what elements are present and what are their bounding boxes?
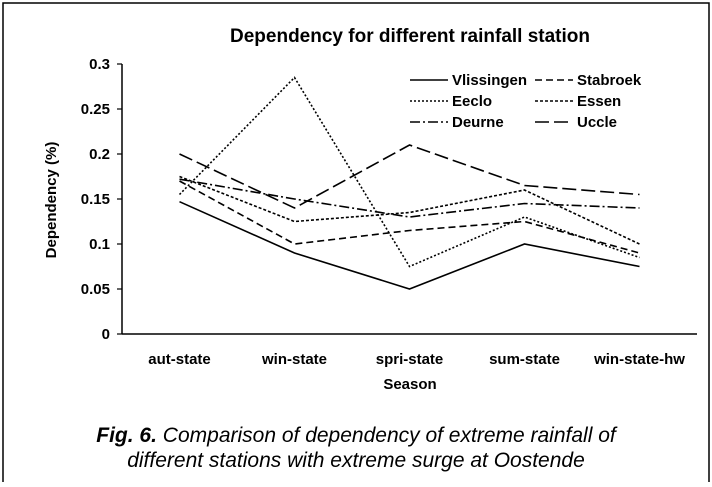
y-tick-label: 0.15: [81, 191, 110, 208]
series-line: [179, 200, 640, 290]
legend-label: Deurne: [452, 114, 504, 131]
y-tick-label: 0.25: [81, 101, 110, 118]
caption: Fig. 6. Comparison of dependency of extr…: [96, 424, 618, 447]
caption-label: Fig. 6.: [96, 424, 157, 447]
series-line: [178, 76, 640, 268]
series-line: [179, 175, 640, 245]
y-tick-label: 0.2: [89, 146, 110, 163]
legend-label: Stabroek: [577, 72, 642, 89]
y-tick-label: 0.3: [89, 56, 110, 73]
caption-line: Comparison of dependency of extreme rain…: [163, 424, 618, 447]
legend-label: Essen: [577, 93, 621, 110]
y-tick-label: 0.05: [81, 281, 110, 298]
x-tick-label: sum-state: [489, 351, 560, 368]
legend-label: Vlissingen: [452, 72, 527, 89]
series-line: [179, 144, 640, 209]
x-tick-label: spri-state: [376, 351, 444, 368]
y-tick-label: 0: [102, 326, 110, 343]
y-axis-label: Dependency (%): [43, 142, 60, 259]
x-tick-label: win-state: [261, 351, 327, 368]
legend-label: Eeclo: [452, 93, 492, 110]
caption-line: different stations with extreme surge at…: [127, 449, 585, 472]
series-line: [179, 180, 640, 254]
chart-title: Dependency for different rainfall statio…: [230, 26, 590, 47]
series-line: [179, 178, 640, 218]
y-tick-label: 0.1: [89, 236, 110, 253]
x-tick-label: aut-state: [148, 351, 211, 368]
x-tick-label: win-state-hw: [593, 351, 685, 368]
legend-label: Uccle: [577, 114, 617, 131]
x-axis-label: Season: [383, 376, 436, 393]
